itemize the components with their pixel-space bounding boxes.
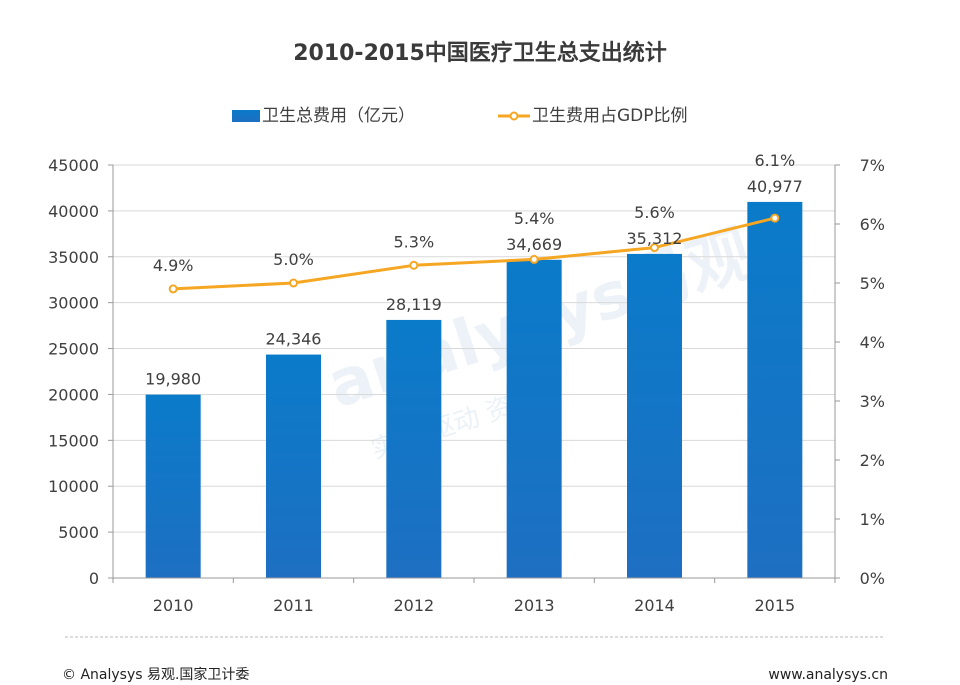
- y-left-tick-label: 40000: [48, 202, 99, 221]
- bar-value-label: 24,346: [266, 330, 322, 349]
- footer-url: www.analysys.cn: [768, 667, 888, 683]
- y-right-tick-label: 6%: [860, 215, 885, 234]
- x-tick-label: 2013: [514, 596, 555, 615]
- gdp-ratio-line: [173, 216, 776, 291]
- y-left-tick-label: 35000: [48, 248, 99, 267]
- bar: [145, 394, 201, 578]
- y-axis-right: 0% 1% 2% 3% 4% 5% 6% 7%: [834, 156, 885, 588]
- gdp-ratio-label: 4.9%: [153, 256, 194, 275]
- x-tick-label: 2011: [273, 596, 314, 615]
- y-right-tick-label: 4%: [860, 333, 885, 352]
- line-series: [168, 213, 780, 294]
- bar-value-label: 28,119: [386, 295, 442, 314]
- chart-title: 2010-2015中国医疗卫生总支出统计: [293, 40, 667, 66]
- legend-swatch-bar: [232, 110, 260, 122]
- gdp-ratio-label: 5.4%: [514, 209, 555, 228]
- gdp-ratio-point: [529, 254, 539, 264]
- footer-source: © Analysys 易观.国家卫计委: [62, 666, 249, 683]
- y-left-tick-label: 20000: [48, 385, 99, 404]
- y-axis-left: 0 5000 10000 15000 20000 25000 30000 35000 40000…: [48, 156, 114, 588]
- bar-value-label: 35,312: [627, 229, 683, 248]
- bar: [266, 354, 321, 578]
- x-tick-label: 2014: [634, 596, 675, 615]
- gdp-ratio-label: 5.3%: [394, 232, 435, 251]
- bar-value-label: 40,977: [747, 177, 803, 196]
- y-right-tick-label: 2%: [860, 451, 885, 470]
- bar: [506, 259, 562, 578]
- gdp-ratio-point: [168, 284, 178, 294]
- bar-value-label: 34,669: [506, 235, 562, 254]
- x-tick-label: 2012: [393, 596, 434, 615]
- bar-value-label: 19,980: [145, 370, 201, 389]
- gridlines: [113, 164, 835, 579]
- gdp-ratio-point: [770, 213, 780, 223]
- y-left-tick-label: 5000: [58, 523, 99, 542]
- x-tick-label: 2010: [153, 596, 194, 615]
- legend-swatch-marker: [509, 111, 519, 121]
- gdp-ratio-label: 5.6%: [634, 203, 675, 222]
- bar-series: [145, 201, 803, 579]
- y-right-tick-label: 0%: [860, 569, 885, 588]
- y-left-tick-label: 0: [89, 569, 99, 588]
- y-left-tick-label: 10000: [48, 477, 99, 496]
- data-labels: 19,980 24,346 28,119 34,669 35,312 40,977 4.9%…: [145, 151, 803, 389]
- y-left-tick-label: 25000: [48, 340, 99, 359]
- x-tick-label: 2015: [754, 596, 795, 615]
- bar: [386, 319, 442, 578]
- legend-label-bar: 卫生总费用（亿元）: [262, 106, 415, 126]
- y-right-tick-label: 5%: [860, 274, 885, 293]
- y-left-tick-label: 30000: [48, 294, 99, 313]
- x-axis: 2010 2011 2012 2013 2014 2015: [112, 577, 836, 615]
- y-right-tick-label: 1%: [860, 510, 885, 529]
- gdp-ratio-label: 6.1%: [755, 151, 796, 170]
- gdp-ratio-label: 5.0%: [273, 250, 314, 269]
- bar: [747, 201, 803, 579]
- legend: 卫生总费用（亿元） 卫生费用占GDP比例: [232, 106, 688, 126]
- gdp-ratio-point: [409, 260, 419, 270]
- legend-label-line: 卫生费用占GDP比例: [532, 106, 688, 126]
- y-right-tick-label: 7%: [860, 156, 885, 175]
- y-right-tick-label: 3%: [860, 392, 885, 411]
- y-left-tick-label: 45000: [48, 156, 99, 175]
- y-left-tick-label: 15000: [48, 431, 99, 450]
- gdp-ratio-point: [289, 278, 298, 288]
- gdp-ratio-point: [650, 243, 659, 253]
- bar: [627, 253, 682, 578]
